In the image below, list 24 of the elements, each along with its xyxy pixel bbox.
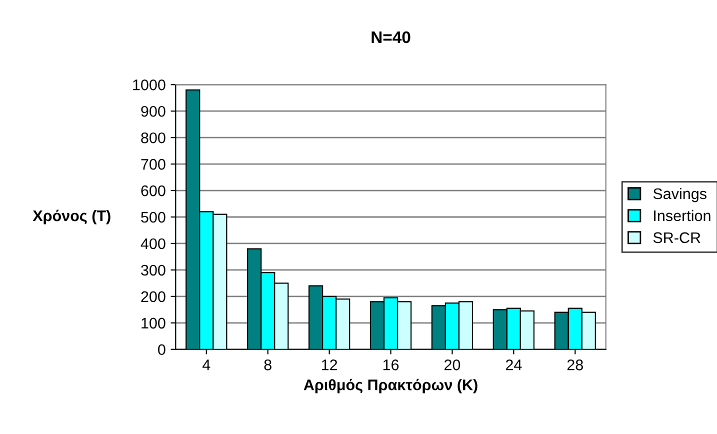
y-tick-label: 700 (141, 158, 166, 170)
x-tick-label: 20 (444, 359, 460, 370)
y-axis-title: Χρόνος (T) (32, 210, 110, 224)
chart-title: N=40 (372, 31, 410, 44)
y-tick-label: 300 (141, 264, 166, 276)
x-tick-label: 8 (264, 359, 272, 370)
legend-label: Insertion (654, 210, 710, 222)
y-tick-label: 0 (158, 344, 166, 356)
x-axis-title: Αριθμός Πρακτόρων (K) (304, 378, 478, 394)
x-tick-label: 4 (202, 360, 210, 370)
x-tick-label: 16 (383, 359, 399, 370)
x-tick-label: 24 (506, 359, 522, 370)
y-tick-label: 900 (141, 106, 166, 117)
y-tick-label: 200 (141, 291, 166, 302)
y-tick-label: 400 (140, 238, 166, 250)
y-tick-label: 1000 (133, 80, 166, 90)
y-tick-label: 600 (141, 185, 166, 196)
legend-label: Savings (653, 188, 706, 202)
y-tick-label: 800 (141, 132, 166, 144)
x-tick-label: 28 (567, 359, 583, 370)
x-tick-label: 12 (322, 359, 338, 370)
legend-label: SR-CR (653, 232, 700, 244)
y-tick-label: 100 (142, 318, 166, 329)
y-tick-label: 500 (141, 212, 166, 223)
